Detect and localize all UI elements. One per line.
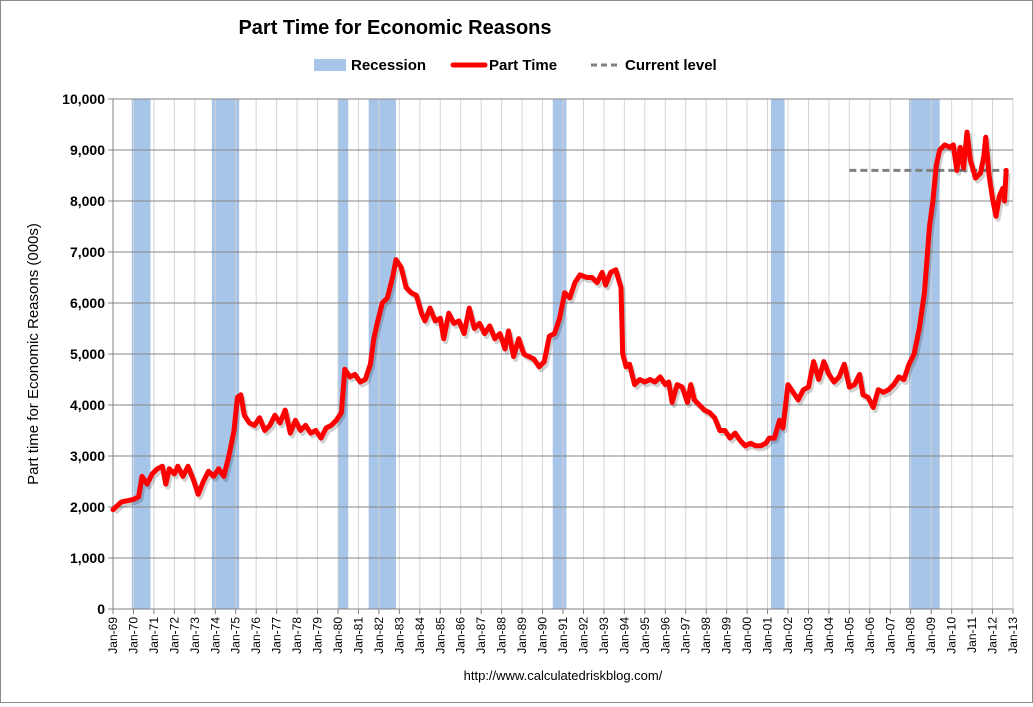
x-tick-label: Jan-84: [413, 617, 427, 654]
y-tick-label: 4,000: [70, 397, 105, 413]
x-tick-label: Jan-91: [556, 617, 570, 654]
legend-recession-label: Recession: [351, 57, 426, 74]
x-tick-label: Jan-72: [167, 617, 181, 654]
x-tick-label: Jan-09: [924, 617, 938, 654]
x-tick-label: Jan-05: [842, 617, 856, 654]
x-tick-label: Jan-90: [536, 617, 550, 654]
x-tick-label: Jan-04: [822, 617, 836, 654]
x-tick-label: Jan-80: [331, 617, 345, 654]
x-tick-label: Jan-12: [986, 617, 1000, 654]
x-tick-label: Jan-93: [597, 617, 611, 654]
x-tick-label: Jan-76: [249, 617, 263, 654]
x-tick-label: Jan-71: [147, 617, 161, 654]
x-tick-label: Jan-81: [351, 617, 365, 654]
x-tick-label: Jan-74: [208, 617, 222, 654]
source-label: http://www.calculatedriskblog.com/: [464, 668, 663, 683]
x-tick-label: Jan-79: [311, 617, 325, 654]
x-tick-label: Jan-00: [740, 617, 754, 654]
legend-part-time-label: Part Time: [489, 57, 557, 74]
x-tick-label: Jan-77: [270, 617, 284, 654]
x-tick-label: Jan-08: [904, 617, 918, 654]
y-tick-label: 2,000: [70, 499, 105, 515]
x-tick-label: Jan-03: [801, 617, 815, 654]
x-tick-label: Jan-07: [883, 617, 897, 654]
legend: Recession Part Time Current level: [314, 57, 717, 74]
y-tick-label: 5,000: [70, 346, 105, 362]
x-tick-label: Jan-96: [658, 617, 672, 654]
x-tick-label: Jan-78: [290, 617, 304, 654]
x-tick-label: Jan-95: [638, 617, 652, 654]
x-tick-label: Jan-89: [515, 617, 529, 654]
x-tick-label: Jan-92: [576, 617, 590, 654]
y-tick-label: 3,000: [70, 448, 105, 464]
y-tick-label: 7,000: [70, 244, 105, 260]
x-tick-label: Jan-85: [433, 617, 447, 654]
x-tick-label: Jan-75: [229, 617, 243, 654]
y-tick-label: 1,000: [70, 550, 105, 566]
x-tick-label: Jan-11: [965, 617, 979, 653]
x-tick-label: Jan-97: [679, 617, 693, 654]
x-tick-label: Jan-87: [474, 617, 488, 654]
x-tick-label: Jan-02: [781, 617, 795, 654]
x-tick-label: Jan-88: [495, 617, 509, 654]
x-tick-label: Jan-10: [945, 617, 959, 654]
x-tick-label: Jan-98: [699, 617, 713, 654]
x-tick-label: Jan-94: [617, 617, 631, 654]
x-tick-label: Jan-82: [372, 617, 386, 654]
x-tick-label: Jan-73: [188, 617, 202, 654]
y-axis-label: Part time for Economic Reasons (000s): [25, 223, 42, 485]
x-tick-label: Jan-83: [392, 617, 406, 654]
y-tick-label: 9,000: [70, 142, 105, 158]
y-tick-label: 10,000: [62, 91, 105, 107]
y-tick-label: 6,000: [70, 295, 105, 311]
legend-current-level-label: Current level: [625, 57, 717, 74]
x-tick-label: Jan-86: [454, 617, 468, 654]
y-tick-label: 0: [97, 601, 105, 617]
y-tick-label: 8,000: [70, 193, 105, 209]
x-tick-label: Jan-99: [720, 617, 734, 654]
x-tick-label: Jan-69: [106, 617, 120, 654]
x-tick-label: Jan-13: [1006, 617, 1020, 654]
x-tick-label: Jan-01: [761, 617, 775, 654]
chart-title: Part Time for Economic Reasons: [238, 17, 551, 39]
legend-recession-swatch: [314, 59, 346, 71]
x-tick-label: Jan-70: [126, 617, 140, 654]
x-tick-label: Jan-06: [863, 617, 877, 654]
